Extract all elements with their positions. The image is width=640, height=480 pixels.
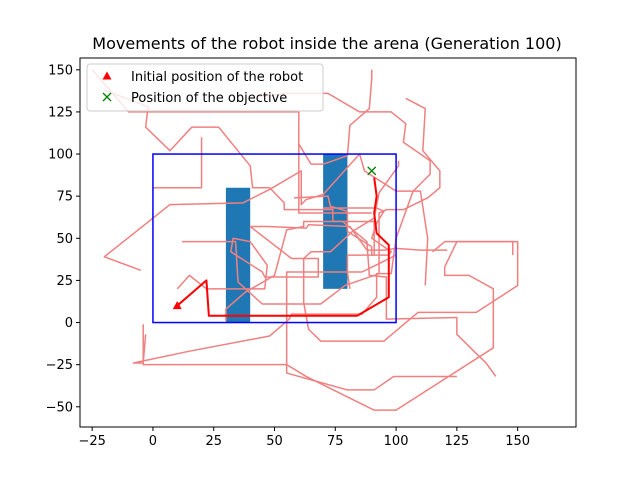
legend-box xyxy=(86,63,324,112)
legend-x-icon xyxy=(102,92,112,102)
robot-path-11 xyxy=(298,69,373,165)
y-tick-label: 75 xyxy=(56,190,73,205)
x-tick-label: 100 xyxy=(384,434,409,449)
x-tick-label: −25 xyxy=(78,434,105,449)
robot-path-3 xyxy=(285,240,514,411)
axes-frame xyxy=(79,57,577,428)
robot-path-6 xyxy=(176,224,448,290)
legend-triangle-icon xyxy=(102,71,112,80)
plot-content xyxy=(91,69,519,411)
robot-path-1 xyxy=(104,89,375,289)
y-tick-label: −25 xyxy=(46,358,73,373)
y-tick-label: 0 xyxy=(65,316,73,331)
y-axis: −50 −25 0 25 50 75 100 125 150 xyxy=(46,63,80,415)
robot-path-5 xyxy=(142,324,457,391)
y-tick-label: 125 xyxy=(48,105,73,120)
arena-boundary xyxy=(152,153,397,324)
objective-marker xyxy=(367,166,377,176)
legend-label: Position of the objective xyxy=(131,91,287,106)
robot-path-9 xyxy=(293,195,392,256)
y-tick-label: 100 xyxy=(48,148,73,163)
legend-label: Initial position of the robot xyxy=(131,70,303,85)
x-tick-label: 50 xyxy=(266,434,283,449)
chart-title: Movements of the robot inside the arena … xyxy=(92,34,561,53)
plot-area xyxy=(91,69,519,411)
x-tick-label: 125 xyxy=(444,434,469,449)
x-axis: −25 0 25 50 75 100 125 150 xyxy=(78,427,530,449)
x-tick-label: 150 xyxy=(505,434,530,449)
robot-path-13 xyxy=(152,137,203,189)
x-tick-label: 25 xyxy=(205,434,222,449)
y-tick-label: 25 xyxy=(56,274,73,289)
y-tick-label: 150 xyxy=(48,63,73,78)
x-tick-label: 0 xyxy=(149,434,157,449)
obstacle-1 xyxy=(225,187,251,323)
legend: Initial position of the robot Position of… xyxy=(86,63,324,112)
y-tick-label: −50 xyxy=(46,400,73,415)
robot-path-10 xyxy=(225,220,497,377)
initial-position-marker xyxy=(172,301,182,310)
best-robot-path xyxy=(176,177,390,317)
y-tick-label: 50 xyxy=(56,232,73,247)
robot-path-2 xyxy=(103,153,429,286)
x-tick-label: 75 xyxy=(327,434,344,449)
